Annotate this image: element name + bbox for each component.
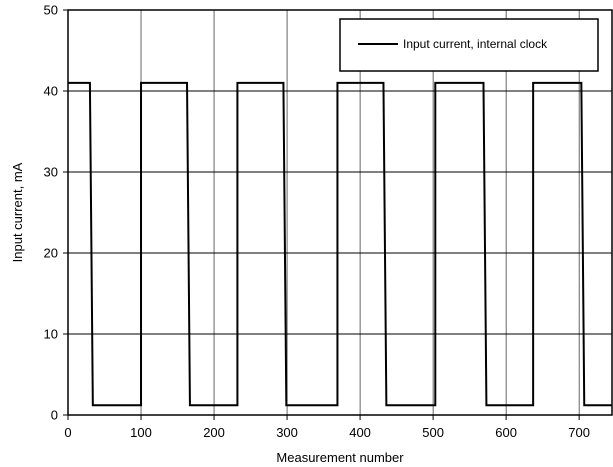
x-tick-label-500: 500 [422,425,444,440]
y-tick-label-30: 30 [44,165,58,180]
legend-label: Input current, internal clock [403,37,548,51]
y-tick-label-20: 20 [44,246,58,261]
x-axis-label: Measurement number [276,450,404,465]
y-tick-label-0: 0 [51,408,58,423]
x-tick-label-100: 100 [130,425,152,440]
x-tick-label-700: 700 [568,425,590,440]
x-tick-label-600: 600 [495,425,517,440]
x-tick-label-300: 300 [276,425,298,440]
y-tick-label-50: 50 [44,3,58,18]
y-tick-label-10: 10 [44,327,58,342]
plot-frame [67,9,613,416]
series-layer [68,81,612,407]
series-line-0 [68,81,612,407]
x-tick-label-400: 400 [349,425,371,440]
y-axis-label: Input current, mA [10,162,25,262]
axis-layer [67,9,613,416]
x-tick-label-200: 200 [203,425,225,440]
y-tick-label-40: 40 [44,84,58,99]
legend: Input current, internal clock [339,18,599,72]
x-tick-label-0: 0 [64,425,71,440]
